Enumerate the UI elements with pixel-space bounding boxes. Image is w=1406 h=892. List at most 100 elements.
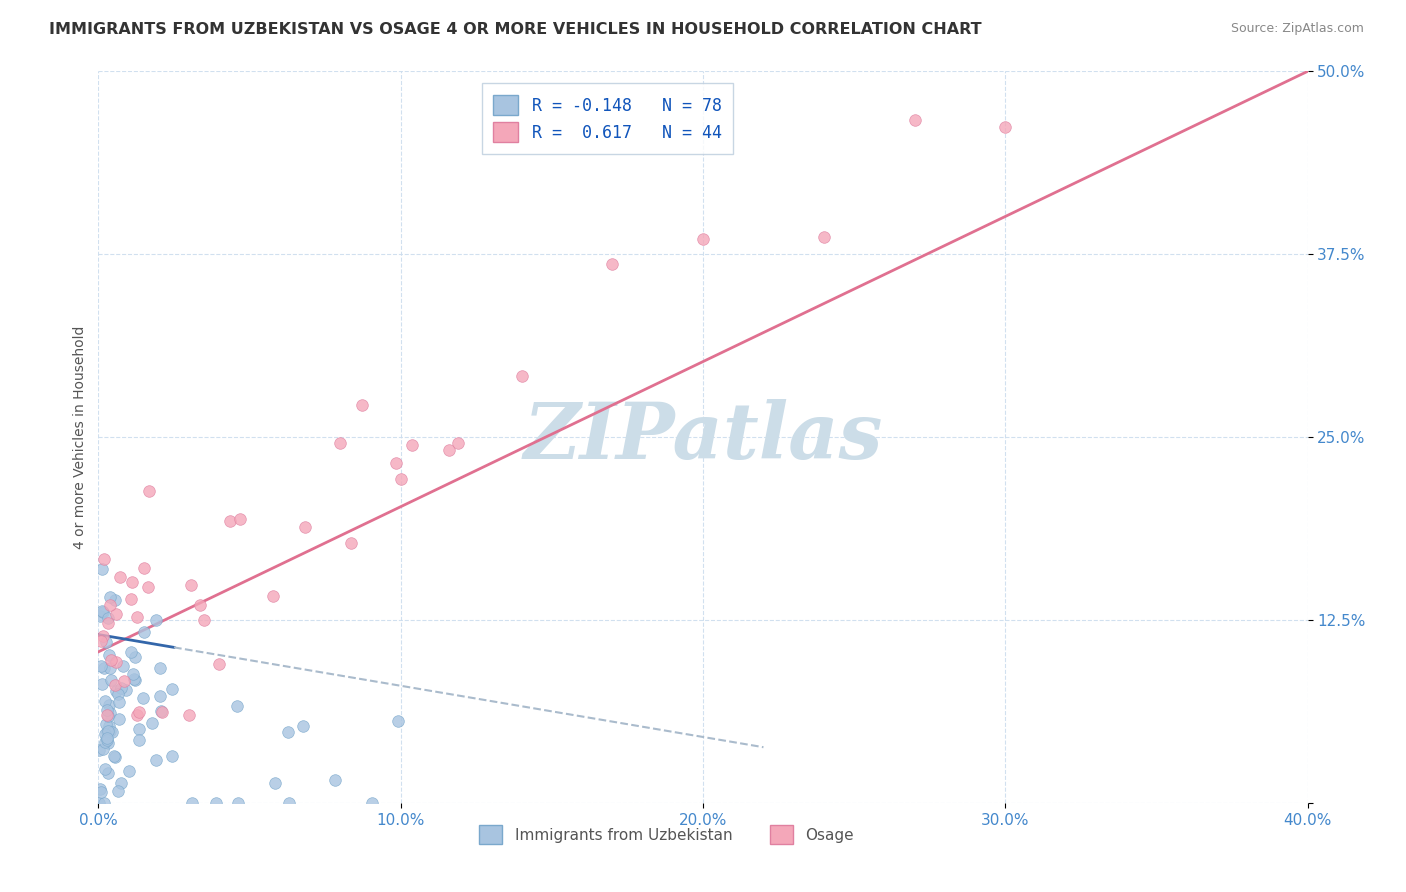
Point [149, 704, 172, 718]
Point [138, 483, 160, 498]
Point [89, 742, 111, 756]
Point [124, 650, 146, 665]
Point [112, 674, 135, 689]
Point [98, 598, 121, 612]
Point [294, 519, 316, 533]
Point [91, 629, 114, 643]
Point [98, 706, 121, 720]
Point [121, 666, 143, 681]
Point [813, 229, 835, 244]
Point [125, 708, 148, 723]
Point [264, 776, 287, 790]
Point [101, 725, 124, 739]
Point [90, 633, 112, 648]
Y-axis label: 4 or more Vehicles in Household: 4 or more Vehicles in Household [73, 326, 87, 549]
Point [115, 683, 138, 698]
Point [219, 514, 242, 528]
Point [90, 785, 112, 799]
Point [90, 659, 112, 673]
Point [141, 716, 163, 731]
Point [94, 717, 117, 731]
Point [291, 719, 314, 733]
Point [262, 589, 284, 603]
Point [98, 723, 121, 738]
Point [108, 712, 131, 726]
Point [89, 796, 111, 810]
Point [226, 796, 249, 810]
Point [104, 678, 127, 692]
Point [89, 609, 111, 624]
Point [104, 593, 127, 607]
Point [150, 705, 173, 719]
Point [128, 733, 150, 747]
Point [91, 742, 114, 756]
Point [128, 705, 150, 719]
Point [278, 796, 301, 810]
Point [108, 570, 131, 584]
Point [104, 684, 127, 698]
Point [91, 606, 114, 620]
Point [124, 673, 146, 687]
Point [100, 653, 122, 667]
Point [127, 610, 149, 624]
Point [188, 599, 211, 613]
Point [339, 536, 361, 550]
Point [93, 552, 115, 566]
Point [122, 672, 145, 686]
Point [97, 723, 120, 738]
Point [149, 689, 172, 703]
Point [131, 691, 153, 706]
Point [180, 578, 202, 592]
Point [94, 735, 117, 749]
Point [387, 714, 409, 729]
Point [112, 658, 135, 673]
Point [385, 457, 408, 471]
Point [104, 655, 127, 669]
Point [510, 369, 533, 384]
Point [437, 443, 460, 458]
Point [323, 772, 346, 787]
Point [401, 437, 423, 451]
Point [277, 725, 299, 739]
Point [118, 764, 141, 778]
Point [193, 613, 215, 627]
Point [97, 736, 120, 750]
Point [100, 661, 122, 675]
Point [352, 398, 374, 412]
Point [97, 698, 120, 712]
Point [104, 607, 127, 621]
Point [96, 765, 118, 780]
Point [97, 719, 120, 733]
Point [96, 731, 118, 745]
Point [121, 575, 143, 590]
Point [96, 635, 118, 649]
Point [97, 616, 120, 631]
Text: ZIPatlas: ZIPatlas [523, 399, 883, 475]
Point [329, 435, 352, 450]
Point [94, 727, 117, 741]
Point [692, 232, 714, 246]
Point [389, 472, 412, 486]
Point [160, 682, 183, 697]
Point [107, 687, 129, 701]
Point [136, 580, 159, 594]
Point [361, 796, 384, 810]
Point [602, 257, 624, 271]
Point [96, 724, 118, 739]
Point [149, 661, 172, 675]
Legend: Immigrants from Uzbekistan, Osage: Immigrants from Uzbekistan, Osage [474, 819, 860, 850]
Point [103, 748, 125, 763]
Point [94, 694, 117, 708]
Point [96, 708, 118, 723]
Point [91, 677, 114, 691]
Point [100, 673, 122, 688]
Point [208, 657, 231, 671]
Point [229, 512, 252, 526]
Point [179, 708, 201, 723]
Point [994, 120, 1017, 134]
Point [93, 796, 115, 810]
Point [226, 699, 249, 714]
Point [89, 782, 111, 797]
Point [107, 784, 129, 798]
Point [447, 435, 470, 450]
